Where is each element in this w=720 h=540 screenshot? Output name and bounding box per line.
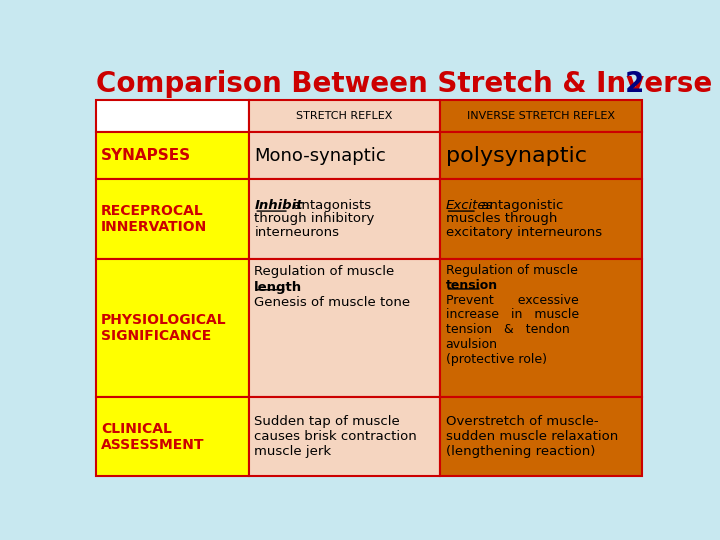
Text: increase   in   muscle: increase in muscle [446, 308, 579, 321]
Text: PHYSIOLOGICAL
SIGNIFICANCE: PHYSIOLOGICAL SIGNIFICANCE [101, 313, 227, 343]
Text: Inhibit: Inhibit [254, 199, 303, 212]
Bar [440, 132, 642, 179]
Text: RECEPROCAL
INNERVATION: RECEPROCAL INNERVATION [101, 204, 207, 234]
Bar [248, 132, 440, 179]
Text: STRETCH REFLEX: STRETCH REFLEX [296, 111, 392, 121]
Text: SYNAPSES: SYNAPSES [101, 148, 192, 163]
Bar [248, 179, 440, 259]
Bar [96, 397, 248, 476]
Text: Regulation of muscle: Regulation of muscle [254, 265, 395, 278]
Bar [96, 100, 248, 132]
Text: Overstretch of muscle-
sudden muscle relaxation
(lengthening reaction): Overstretch of muscle- sudden muscle rel… [446, 415, 618, 458]
Text: through inhibitory: through inhibitory [254, 212, 374, 226]
Text: 2: 2 [624, 70, 644, 98]
Bar [96, 179, 248, 259]
Bar [248, 259, 440, 397]
Text: avulsion: avulsion [446, 339, 498, 352]
Bar [96, 132, 248, 179]
Text: interneurons: interneurons [254, 226, 339, 239]
Text: Prevent      excessive: Prevent excessive [446, 294, 578, 307]
Text: Genesis of muscle tone: Genesis of muscle tone [254, 296, 410, 309]
Text: (protective role): (protective role) [446, 353, 546, 366]
Bar [96, 259, 248, 397]
Text: muscles through: muscles through [446, 212, 557, 226]
Text: Sudden tap of muscle
causes brisk contraction
muscle jerk: Sudden tap of muscle causes brisk contra… [254, 415, 417, 458]
Text: polysynaptic: polysynaptic [446, 146, 587, 166]
Bar [440, 259, 642, 397]
Bar [440, 179, 642, 259]
Bar [440, 100, 642, 132]
Bar [440, 397, 642, 476]
Text: CLINICAL
ASSESSMENT: CLINICAL ASSESSMENT [101, 422, 204, 452]
Text: Comparison Between Stretch & Inverse Reflexes-: Comparison Between Stretch & Inverse Ref… [96, 70, 720, 98]
Text: antagonistic: antagonistic [477, 199, 563, 212]
Text: Mono-synaptic: Mono-synaptic [254, 146, 386, 165]
Bar [248, 100, 440, 132]
Text: length: length [254, 281, 302, 294]
Text: Regulation of muscle: Regulation of muscle [446, 264, 577, 276]
Text: Excites: Excites [446, 199, 493, 212]
Text: INVERSE STRETCH REFLEX: INVERSE STRETCH REFLEX [467, 111, 616, 121]
Text: tension   &   tendon: tension & tendon [446, 323, 570, 336]
Bar [248, 397, 440, 476]
Text: tension: tension [446, 279, 498, 292]
Text: antagonists: antagonists [289, 199, 371, 212]
Text: excitatory interneurons: excitatory interneurons [446, 226, 602, 239]
